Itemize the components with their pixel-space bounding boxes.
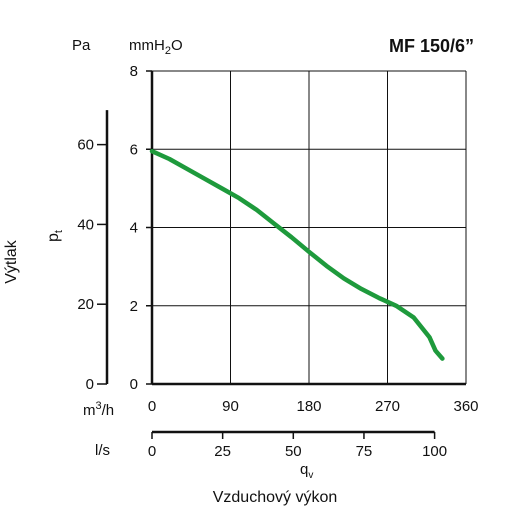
y-symbol-sub: t: [53, 230, 65, 233]
x-unit-m3h: m3/h: [83, 400, 114, 419]
x-tick-label-ls: 50: [285, 443, 302, 460]
x-tick-label-ls: 75: [356, 443, 373, 460]
y-tick-label-pa: 60: [77, 137, 94, 154]
y-unit-mmh2o: mmH2O: [129, 37, 183, 57]
x-tick-label-m3h: 360: [453, 398, 478, 415]
x-symbol-sub: v: [308, 470, 313, 481]
y-tick-label-mmh2o: 2: [130, 298, 138, 315]
x-unit-m3h-main: m: [83, 402, 96, 419]
y-tick-label-mmh2o: 0: [130, 376, 138, 393]
grid: [152, 70, 467, 384]
series-marks: [149, 148, 445, 361]
x-symbol-main: q: [300, 461, 308, 478]
y-unit-mmh2o-sub: 2: [165, 45, 171, 57]
ls-axis: [151, 430, 436, 439]
y-tick-label-mmh2o: 6: [130, 141, 138, 158]
x-unit-ls: l/s: [95, 442, 110, 459]
y-unit-mmh2o-end: O: [171, 37, 183, 54]
y-tick-label-pa: 0: [86, 376, 94, 393]
y-tick-label-mmh2o: 4: [130, 220, 138, 237]
x-axis-title: Vzduchový výkon: [213, 489, 338, 506]
pa-axis: [97, 110, 109, 385]
y-symbol-main: p: [45, 233, 62, 242]
x-tick-label-ls: 25: [214, 443, 231, 460]
x-tick-label-ls: 100: [422, 443, 447, 460]
x-axis-symbol: qv: [300, 461, 313, 481]
chart-title: MF 150/6”: [389, 36, 474, 56]
y-tick-label-pa: 40: [77, 216, 94, 233]
x-unit-m3h-sup: 3: [96, 400, 102, 412]
y-axis-symbol: pt: [45, 230, 65, 242]
x-tick-label-m3h: 90: [222, 398, 239, 415]
x-tick-label-m3h: 270: [375, 398, 400, 415]
y-tick-label-pa: 20: [77, 296, 94, 313]
plot-frame: [146, 70, 467, 386]
y-unit-pa: Pa: [72, 37, 91, 54]
y-axis-title: Výtlak: [3, 239, 20, 284]
x-tick-label-ls: 0: [148, 443, 156, 460]
tick-labels: 0 90 180 270 360 0 2 4 6 8 0 20 40 60 0 25 50 75 100: [77, 63, 478, 460]
series-line: [149, 148, 445, 361]
x-tick-label-m3h: 0: [148, 398, 156, 415]
y-tick-label-mmh2o: 8: [130, 63, 138, 80]
x-unit-m3h-end: /h: [102, 402, 115, 419]
x-tick-label-m3h: 180: [296, 398, 321, 415]
y-unit-mmh2o-main: mmH: [129, 37, 165, 54]
